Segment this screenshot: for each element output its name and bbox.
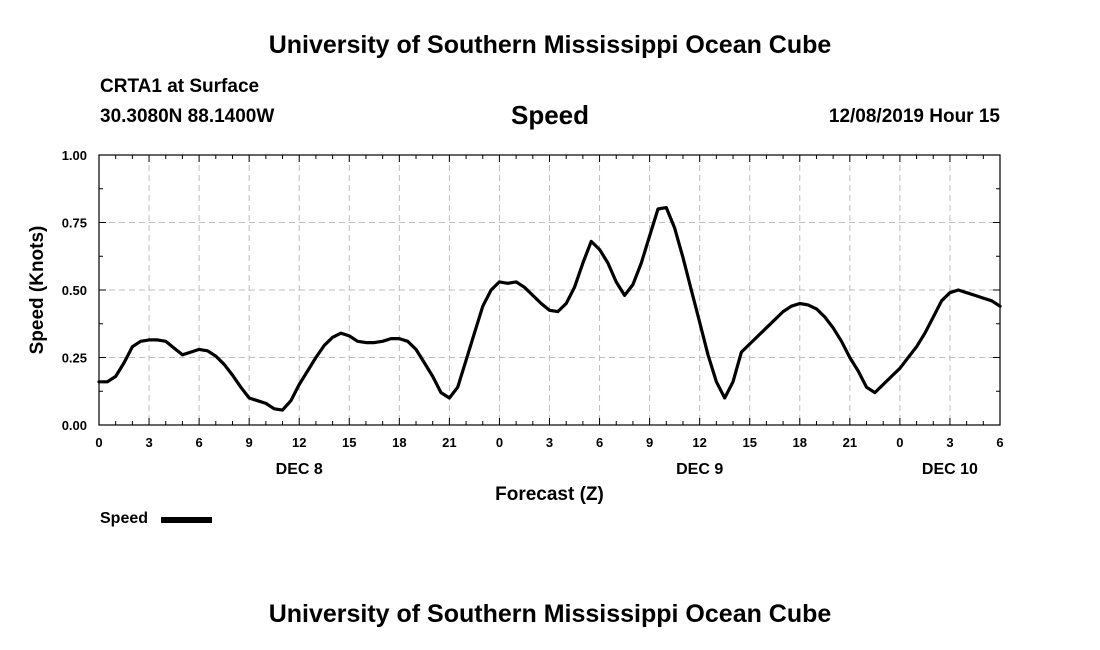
x-tick-label: 6 xyxy=(195,435,202,450)
date-label: DEC 9 xyxy=(676,461,723,478)
legend-label: Speed xyxy=(100,510,149,527)
y-axis-label: Speed (Knots) xyxy=(27,226,48,355)
x-tick-label: 18 xyxy=(392,435,406,450)
y-tick-label: 0.75 xyxy=(62,216,87,231)
x-tick-label: 15 xyxy=(342,435,356,450)
chart-main-title: University of Southern Mississippi Ocean… xyxy=(268,31,832,59)
x-tick-label: 15 xyxy=(742,435,756,450)
x-tick-label: 3 xyxy=(546,435,553,450)
x-tick-label: 3 xyxy=(145,435,152,450)
y-tick-label: 0.50 xyxy=(62,283,87,298)
x-tick-label: 6 xyxy=(596,435,603,450)
x-tick-label: 9 xyxy=(646,435,653,450)
footer-title: University of Southern Mississippi Ocean… xyxy=(268,600,832,628)
x-tick-label: 0 xyxy=(896,435,903,450)
x-tick-label: 21 xyxy=(843,435,857,450)
y-tick-label: 1.00 xyxy=(62,148,87,163)
variable-title: Speed xyxy=(510,100,590,130)
forecast-datetime: 12/08/2019 Hour 15 xyxy=(828,106,1000,127)
station-name: CRTA1 at Surface xyxy=(100,76,260,97)
date-label: DEC 8 xyxy=(276,461,323,478)
series-line-speed xyxy=(97,206,1002,412)
x-tick-label: 21 xyxy=(442,435,456,450)
x-tick-label: 18 xyxy=(793,435,807,450)
x-tick-label: 0 xyxy=(496,435,503,450)
date-label: DEC 10 xyxy=(922,461,978,478)
x-tick-label: 12 xyxy=(692,435,706,450)
legend-swatch-speed xyxy=(161,517,212,523)
x-axis-label: Forecast (Z) xyxy=(495,484,604,505)
station-coordinates: 30.3080N 88.1400W xyxy=(100,106,275,127)
x-tick-label: 12 xyxy=(292,435,306,450)
x-tick-label: 6 xyxy=(996,435,1003,450)
x-tick-label: 0 xyxy=(95,435,102,450)
x-tick-label: 3 xyxy=(946,435,953,450)
x-tick-label: 9 xyxy=(246,435,253,450)
y-tick-label: 0.00 xyxy=(62,418,87,433)
y-tick-label: 0.25 xyxy=(62,351,87,366)
